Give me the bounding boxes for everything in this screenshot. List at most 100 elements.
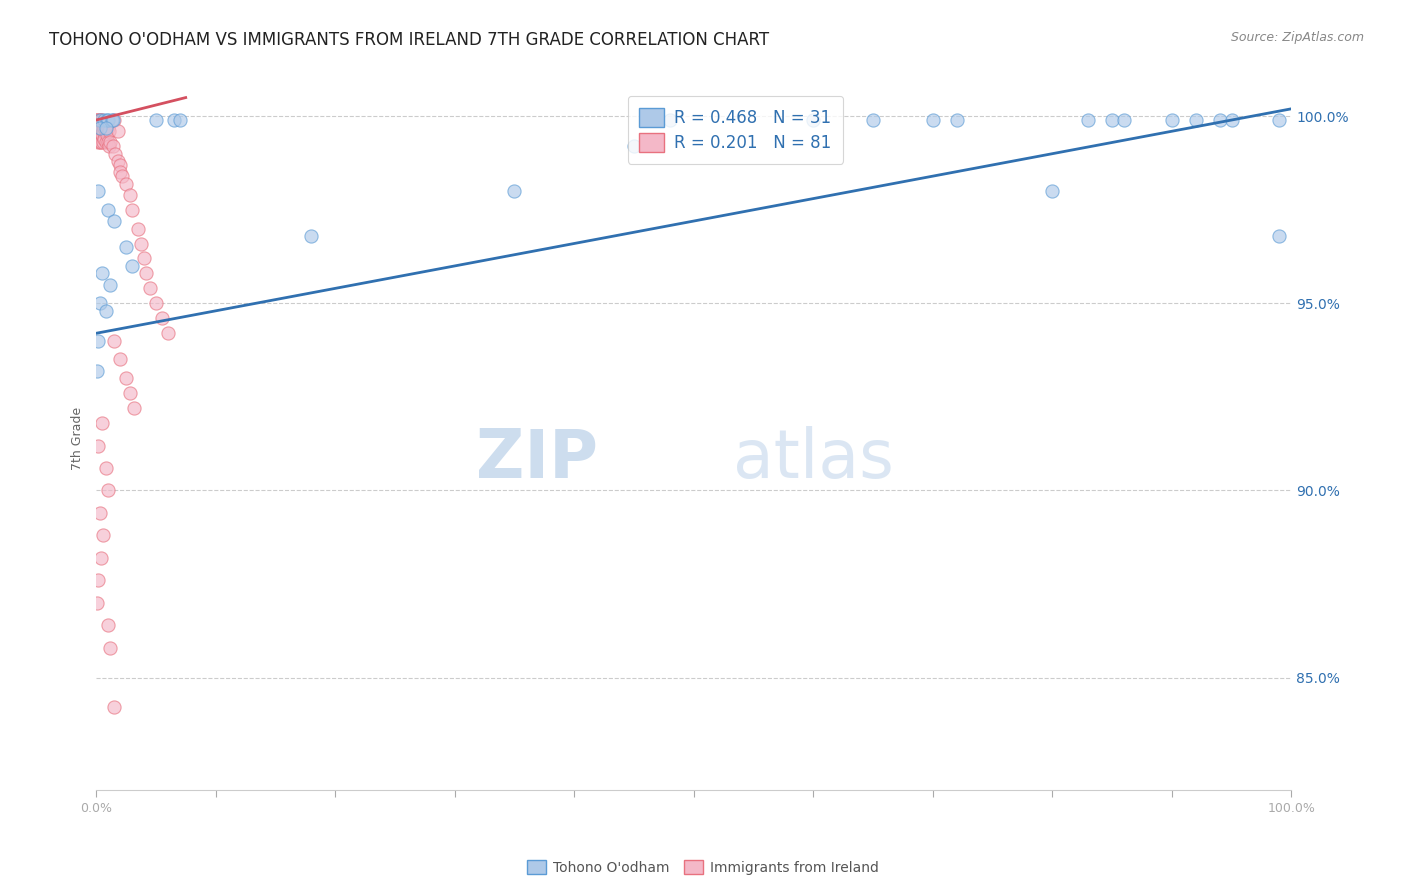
Point (86, 124, 108, 138)
Point (94, 461, 117, 475)
Point (86, 132, 108, 146)
Point (1184, 113, 1206, 128)
Point (87, 132, 110, 146)
Text: TOHONO O'ODHAM VS IMMIGRANTS FROM IRELAND 7TH GRADE CORRELATION CHART: TOHONO O'ODHAM VS IMMIGRANTS FROM IRELAN… (49, 31, 769, 49)
Point (87, 124, 110, 138)
Point (103, 214, 125, 228)
Point (103, 334, 125, 348)
Point (91, 113, 114, 128)
Point (93, 120, 115, 135)
Point (91, 128, 114, 142)
Point (104, 146, 127, 161)
Point (1268, 229, 1291, 244)
Point (623, 139, 645, 153)
Point (91, 136, 114, 150)
Point (145, 296, 167, 310)
Point (132, 252, 155, 266)
Point (862, 113, 884, 128)
Point (658, 113, 681, 128)
Point (101, 113, 124, 128)
Point (94, 124, 117, 138)
Point (91, 120, 114, 135)
Point (97, 202, 120, 217)
Point (87, 128, 110, 142)
Point (115, 177, 138, 191)
Point (1112, 113, 1135, 128)
Point (97, 113, 120, 128)
Point (84, 117, 107, 131)
Point (89, 136, 111, 150)
Point (89, 120, 111, 135)
Point (107, 124, 129, 138)
Point (111, 169, 134, 183)
Point (94, 136, 117, 150)
Point (1208, 113, 1230, 128)
Point (93, 113, 115, 128)
Y-axis label: 7th Grade: 7th Grade (72, 407, 84, 469)
Point (90, 550, 112, 565)
Point (169, 113, 191, 128)
Point (139, 281, 162, 295)
Point (100, 136, 122, 150)
Point (131, 236, 153, 251)
Point (103, 113, 125, 128)
Point (96, 128, 118, 142)
Point (801, 113, 824, 128)
Point (84, 120, 107, 135)
Point (86, 364, 108, 378)
Point (101, 139, 124, 153)
Point (150, 311, 173, 326)
Point (156, 326, 179, 341)
Point (87, 117, 110, 131)
Point (84, 113, 107, 128)
Point (1077, 113, 1099, 128)
Point (87, 573, 110, 587)
Point (87, 113, 110, 128)
Point (108, 352, 131, 367)
Point (93, 132, 115, 146)
Point (94, 120, 117, 135)
Point (100, 640, 122, 655)
Point (89, 506, 111, 520)
Point (135, 267, 157, 281)
Point (90, 128, 112, 142)
Point (145, 113, 167, 128)
Point (84, 124, 107, 138)
Point (163, 113, 186, 128)
Point (86, 120, 108, 135)
Point (87, 120, 110, 135)
Point (98, 139, 121, 153)
Point (127, 221, 149, 235)
Legend: R = 0.468   N = 31, R = 0.201   N = 81: R = 0.468 N = 31, R = 0.201 N = 81 (627, 96, 844, 164)
Point (89, 117, 111, 131)
Point (86, 128, 108, 142)
Text: ZIP: ZIP (477, 426, 598, 492)
Point (89, 113, 111, 128)
Legend: Tohono O'odham, Immigrants from Ireland: Tohono O'odham, Immigrants from Ireland (522, 855, 884, 880)
Point (1160, 113, 1182, 128)
Point (299, 229, 322, 244)
Point (91, 416, 114, 430)
Point (89, 128, 111, 142)
Point (89, 124, 111, 138)
Point (118, 386, 141, 401)
Point (87, 334, 110, 348)
Point (90, 120, 112, 135)
Point (121, 202, 143, 217)
Point (1101, 113, 1123, 128)
Point (91, 528, 114, 542)
Point (87, 438, 110, 452)
Point (86, 113, 108, 128)
Point (108, 158, 131, 172)
Point (108, 165, 131, 179)
Point (945, 113, 967, 128)
Point (1220, 113, 1243, 128)
Point (94, 303, 117, 318)
Point (503, 184, 526, 198)
Point (100, 277, 122, 292)
Text: Source: ZipAtlas.com: Source: ZipAtlas.com (1230, 31, 1364, 45)
Point (91, 124, 114, 138)
Point (121, 259, 143, 273)
Point (90, 113, 112, 128)
Point (115, 240, 138, 254)
